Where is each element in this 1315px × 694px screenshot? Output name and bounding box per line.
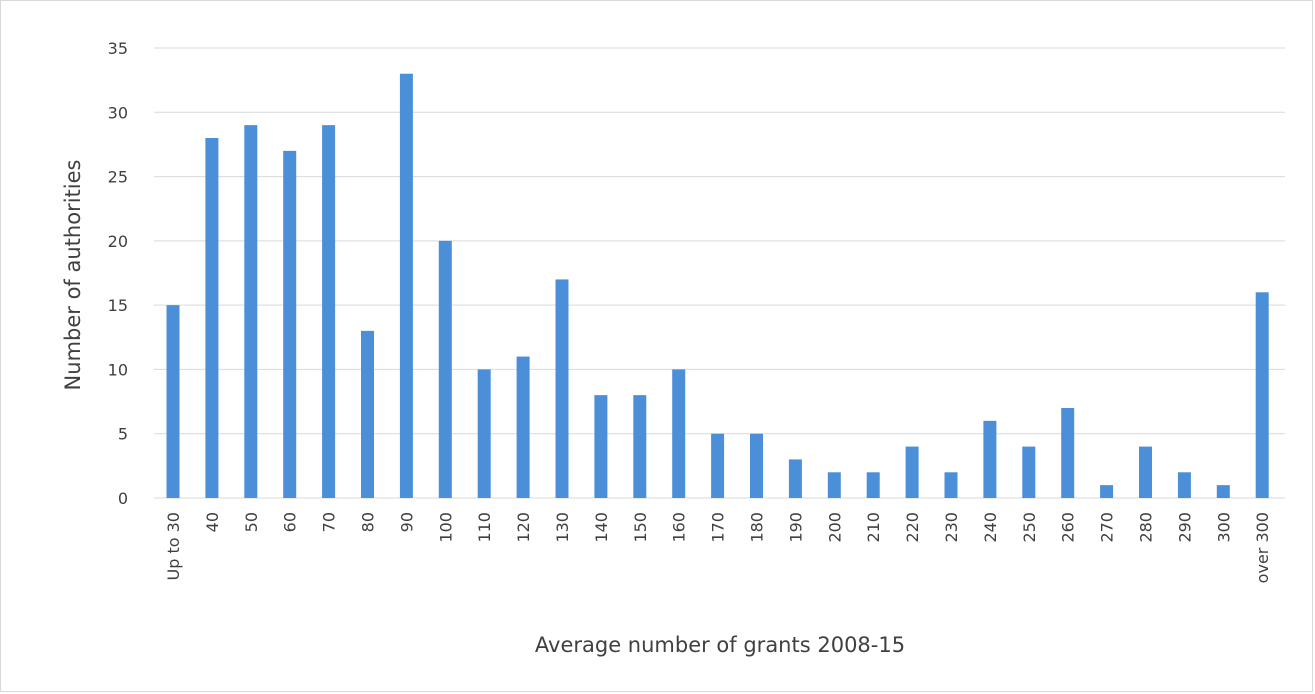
x-tick-label: 140	[592, 512, 611, 543]
bar	[788, 459, 802, 498]
x-tick-label: 100	[436, 512, 455, 543]
x-tick-label: 170	[709, 512, 728, 543]
x-tick-label: 110	[475, 512, 494, 543]
x-tick-label: 160	[670, 512, 689, 543]
x-tick-label: 180	[748, 512, 767, 543]
x-tick-label: 50	[242, 512, 261, 532]
bar	[983, 420, 997, 498]
y-tick-label: 20	[108, 232, 128, 251]
bar	[633, 395, 647, 498]
x-axis-ticks: Up to 30 40 50 60 70 80 90 100 110 120 130 140 150 16…	[164, 512, 1272, 583]
x-tick-label: 250	[1020, 512, 1039, 543]
bars	[166, 73, 1269, 499]
y-axis-title: Number of authorities	[61, 160, 85, 391]
bar	[672, 369, 686, 498]
x-axis-title: Average number of grants 2008-15	[535, 633, 905, 657]
x-tick-label: 190	[786, 512, 805, 543]
x-tick-label: 220	[903, 512, 922, 543]
bar	[1177, 472, 1191, 498]
x-tick-label: 80	[359, 512, 378, 532]
y-tick-label: 35	[108, 39, 128, 58]
x-tick-label: 240	[981, 512, 1000, 543]
x-tick-label: 280	[1137, 512, 1156, 543]
x-tick-label: 290	[1175, 512, 1194, 543]
x-tick-label: 60	[281, 512, 300, 532]
y-tick-label: 25	[108, 168, 128, 187]
y-tick-label: 5	[118, 425, 128, 444]
bar	[866, 472, 880, 498]
y-axis-ticks: 0 5 10 15 20 25 30 35	[108, 39, 128, 508]
x-tick-label: 200	[825, 512, 844, 543]
bar	[1216, 485, 1230, 498]
x-tick-label: 260	[1059, 512, 1078, 543]
bar	[361, 330, 374, 498]
x-tick-label: 130	[553, 512, 572, 543]
x-tick-label: 120	[514, 512, 533, 543]
x-tick-label: 300	[1214, 512, 1233, 543]
x-tick-label: 210	[864, 512, 883, 543]
y-tick-label: 30	[108, 103, 128, 122]
bar	[205, 138, 219, 498]
bar	[1255, 292, 1269, 498]
x-tick-label: 90	[397, 512, 416, 532]
x-tick-label: 70	[320, 512, 339, 532]
y-tick-label: 15	[108, 296, 128, 315]
bar	[711, 433, 725, 498]
x-tick-label: 270	[1098, 512, 1117, 543]
bar	[477, 369, 491, 498]
bar	[555, 279, 569, 498]
bar	[1139, 446, 1152, 498]
gridlines	[154, 47, 1285, 499]
bar	[516, 356, 530, 498]
bar	[944, 472, 958, 498]
bar	[1022, 446, 1036, 498]
bar	[1061, 408, 1075, 498]
y-tick-label: 0	[118, 489, 128, 508]
x-tick-label: over 300	[1253, 512, 1272, 583]
bar	[399, 73, 413, 498]
bar	[283, 150, 297, 498]
bar	[438, 240, 452, 498]
bar	[750, 433, 763, 498]
bar	[166, 305, 180, 498]
bar	[594, 395, 608, 498]
bar	[827, 472, 841, 498]
x-tick-label: 230	[942, 512, 961, 543]
bar	[244, 125, 258, 499]
x-tick-label: 40	[203, 512, 222, 532]
bar	[322, 125, 336, 499]
x-tick-label: 150	[631, 512, 650, 543]
bar	[1100, 485, 1114, 498]
y-tick-label: 10	[108, 360, 128, 379]
x-tick-label: Up to 30	[164, 512, 183, 580]
bar	[905, 446, 919, 498]
